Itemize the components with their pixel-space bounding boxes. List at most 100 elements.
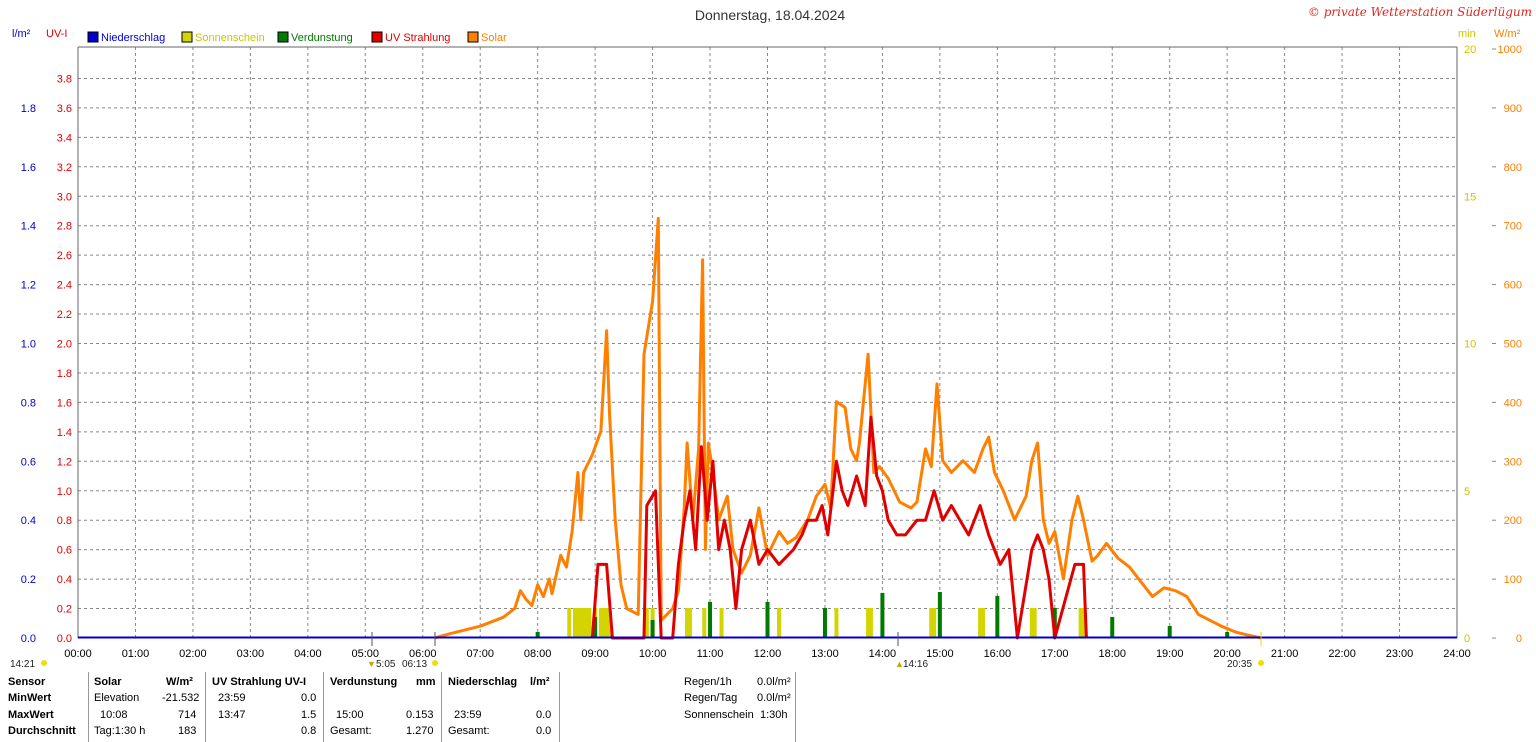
stats-divider — [795, 672, 796, 742]
stats-solar-value: 183 — [178, 725, 197, 737]
evaporation-bar — [1225, 631, 1230, 638]
legend-swatch — [87, 31, 99, 43]
x-tick-label: 03:00 — [237, 648, 265, 660]
uv-line — [590, 415, 1088, 640]
legend-label: Sonnenschein — [195, 32, 265, 44]
stats-row-label: MaxWert — [8, 709, 54, 721]
solar-tick-label: 200 — [1504, 515, 1522, 527]
sunshine-bar — [776, 608, 781, 638]
uv-tick-label: 0.8 — [57, 515, 72, 527]
solar-tick-label: 400 — [1504, 397, 1522, 409]
x-tick-label: 00:00 — [64, 648, 92, 660]
legend-label: UV Strahlung — [385, 32, 450, 44]
rain-tick-label: 0.2 — [21, 574, 36, 586]
uv-tick-label: 1.0 — [57, 486, 72, 498]
solar-tick-label: 1000 — [1498, 44, 1522, 56]
uv-tick-label: 0.4 — [57, 574, 72, 586]
legend-swatch — [371, 31, 383, 43]
x-tick-label: 06:00 — [409, 648, 437, 660]
rain-tick-label: 1.8 — [21, 103, 36, 115]
stats-header-niederschlag: Niederschlag — [448, 676, 518, 688]
rain-tick-label: 1.6 — [21, 162, 36, 174]
day-markers: 14:21 ▼ 5:05 06:13 ▲ 14:16 20:35 — [10, 632, 1264, 670]
x-tick-label: 23:00 — [1386, 648, 1414, 660]
rain-tick-label: 0.6 — [21, 456, 36, 468]
sunshine-bar — [702, 608, 707, 638]
evaporation-bar — [880, 592, 885, 638]
sunshine-bar — [929, 608, 934, 638]
stats-solar-time: Elevation — [94, 692, 140, 704]
stats-header-verdunstung: Verdunstung — [330, 676, 398, 688]
sunshine-bar — [573, 608, 578, 638]
sunshine-bar — [598, 608, 603, 638]
sunshine-bar — [932, 608, 937, 638]
legend-swatch — [277, 31, 289, 43]
solar-tick-label: 900 — [1504, 103, 1522, 115]
marker-moonrise: 5:05 — [376, 659, 396, 670]
stats-header-uv: UV Strahlung UV-I — [212, 676, 307, 688]
evaporation-bar — [995, 595, 1000, 638]
uv-tick-label: 2.6 — [57, 250, 72, 262]
evaporation-bar — [535, 631, 540, 638]
uv-tick-label: 2.4 — [57, 280, 72, 292]
sunshine-bar — [607, 608, 612, 638]
uv-tick-label: 0.6 — [57, 545, 72, 557]
stats-divider — [205, 672, 206, 742]
x-tick-label: 24:00 — [1443, 648, 1471, 660]
x-tick-label: 04:00 — [294, 648, 322, 660]
solar-tick-label: 0 — [1516, 633, 1522, 645]
stats-divider — [441, 672, 442, 742]
rain-tick-label: 0.8 — [21, 397, 36, 409]
evaporation-bars — [535, 592, 1230, 638]
moon-icon: ▼ — [367, 659, 376, 669]
evaporation-bar — [708, 601, 713, 638]
uv-tick-label: 3.8 — [57, 73, 72, 85]
y-axis-ticks: 0.0 0.2 0.4 0.6 0.8 1.0 1.2 1.4 1.6 1.8 2.0 2.2 2.4 2… — [21, 44, 1522, 645]
evaporation-bar — [822, 607, 827, 638]
sunshine-tick-label: 5 — [1464, 486, 1470, 498]
stats-uv-value: 0.8 — [301, 725, 317, 737]
sunshine-bar — [834, 608, 839, 638]
rain-tick-label: 1.0 — [21, 339, 36, 351]
sunshine-bar — [601, 608, 606, 638]
stats-solar-time: 10:08 — [100, 709, 128, 721]
sunshine-bar — [578, 608, 583, 638]
uv-tick-label: 2.0 — [57, 339, 72, 351]
station-credit: © private Wetterstation Süderlügum — [1308, 5, 1532, 19]
legend-label: Niederschlag — [101, 32, 165, 44]
chart-legend: Niederschlag Sonnenschein Verdunstung UV St… — [87, 31, 507, 44]
stats-verdunstung-time: Gesamt: — [330, 725, 372, 737]
sunset-dot-icon — [1258, 660, 1264, 666]
rain-tick-label: 0.0 — [21, 633, 36, 645]
stats-header-verdunstung-unit: mm — [416, 676, 436, 688]
summary-value: 0.0l/m² — [757, 676, 791, 688]
stats-solar-time: Tag:1:30 h — [94, 725, 146, 737]
uv-tick-label: 3.6 — [57, 103, 72, 115]
sunshine-tick-label: 15 — [1464, 191, 1476, 203]
sunshine-tick-label: 20 — [1464, 44, 1476, 56]
solar-tick-label: 500 — [1504, 339, 1522, 351]
sunshine-tick-label: 10 — [1464, 339, 1476, 351]
stats-niederschlag-time: Gesamt: — [448, 725, 490, 737]
stats-verdunstung-value: 0.153 — [406, 709, 434, 721]
rain-axis-unit: l/m² — [12, 28, 31, 40]
rain-tick-label: 0.4 — [21, 515, 36, 527]
evaporation-bar — [937, 592, 942, 638]
sunshine-bar — [1081, 608, 1086, 638]
stats-uv-value: 1.5 — [301, 709, 317, 721]
x-tick-label: 19:00 — [1156, 648, 1184, 660]
stats-solar-value: 714 — [178, 709, 197, 721]
sunshine-bar — [1032, 608, 1037, 638]
sun-dot-icon — [41, 660, 47, 666]
x-axis-ticks: 00:00 01:00 02:00 03:00 04:00 05:00 06:00 07:00… — [64, 648, 1471, 660]
stats-divider — [323, 672, 324, 742]
evaporation-bar — [593, 616, 598, 638]
legend-swatch — [181, 31, 193, 43]
x-tick-label: 18:00 — [1098, 648, 1126, 660]
x-tick-label: 20:00 — [1213, 648, 1241, 660]
x-tick-label: 16:00 — [984, 648, 1012, 660]
summary-value: 0.0l/m² — [757, 692, 791, 704]
sunshine-bar — [581, 608, 586, 638]
evaporation-bar — [1110, 616, 1115, 638]
sunshine-bar — [567, 608, 572, 638]
